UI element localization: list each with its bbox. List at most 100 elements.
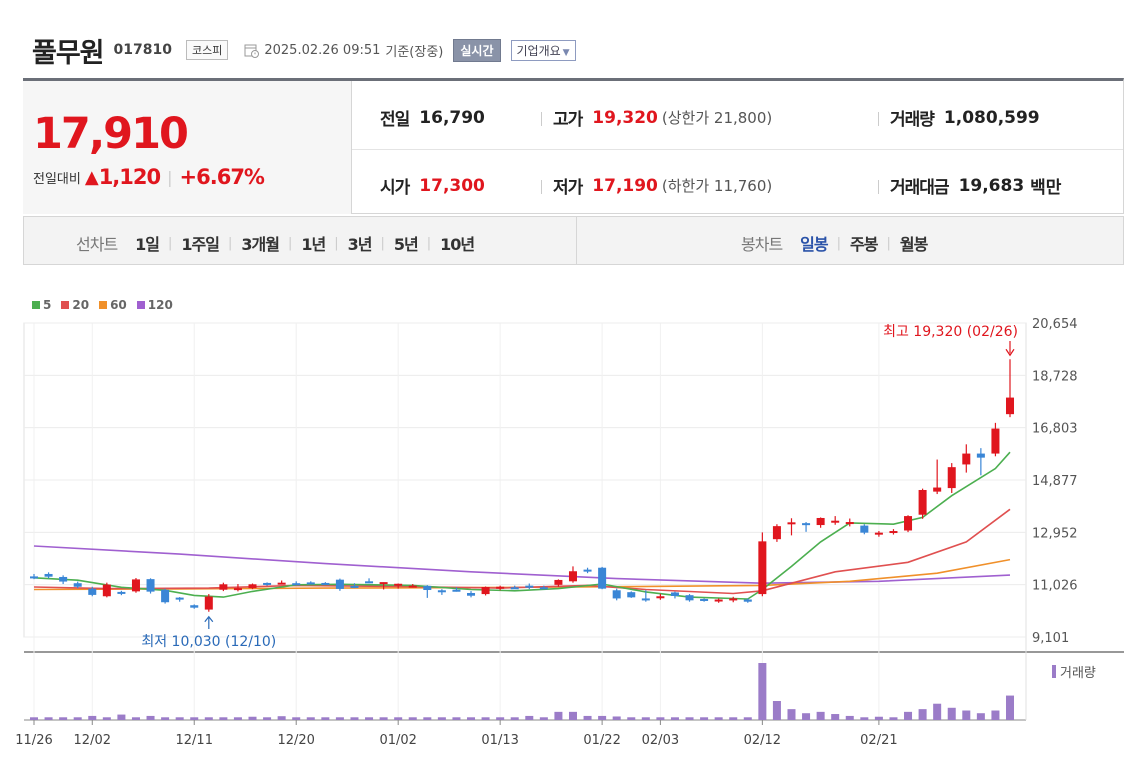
candle-body (437, 590, 446, 593)
candle-body (802, 523, 811, 526)
volume-bar (656, 717, 665, 720)
candle-body (933, 487, 942, 492)
volume-bar (787, 709, 796, 720)
divider (878, 112, 879, 126)
candle-body (452, 589, 461, 592)
line-chart-tabs: 선차트 1일 | 1주일 | 3개월 | 1년 | 3년 | 5년 | 10년 (76, 231, 475, 255)
volume-bar (947, 707, 956, 720)
volume-bar (59, 717, 68, 720)
company-info-label: 기업개요 (516, 43, 561, 58)
tab-3m[interactable]: 3개월 (241, 235, 280, 254)
prev-close-value: 16,790 (419, 107, 485, 128)
volume-bar (292, 717, 301, 720)
volume-bar (117, 714, 126, 720)
candle-body (29, 576, 39, 579)
candle-body (831, 520, 840, 523)
y-tick-label: 18,728 (1032, 369, 1078, 384)
tab-daily[interactable]: 일봉 (800, 235, 828, 254)
divider: | (167, 167, 173, 187)
volume-bar (146, 715, 155, 720)
volume-bar (277, 716, 286, 720)
candle-body (510, 587, 519, 590)
open-value: 17,300 (419, 175, 485, 196)
legend-swatch (136, 301, 145, 309)
volume-bar (44, 717, 53, 720)
candle-body (88, 588, 97, 595)
candle-body (729, 598, 738, 601)
volume-bar (700, 717, 709, 720)
volume-bar (991, 710, 1000, 720)
candle-body (991, 428, 1000, 454)
volume-bar (219, 717, 228, 720)
volume-legend-swatch (1052, 665, 1056, 678)
candle-body (306, 582, 315, 585)
tab-weekly[interactable]: 주봉 (850, 235, 878, 254)
legend-ma60: 60 (99, 298, 127, 312)
volume-bar (568, 711, 577, 720)
volume-bar (860, 717, 869, 720)
candle-body (394, 583, 403, 586)
low-value: 17,190 (592, 175, 658, 196)
volume-bar (685, 717, 694, 720)
timestamp: 2025.02.26 09:51 기준(장중) (244, 41, 443, 60)
change-percent: +6.67% (179, 165, 265, 189)
prev-close-label: 전일 (380, 110, 410, 130)
volume-bar (408, 717, 417, 720)
lower-limit: (하한가 11,760) (661, 177, 773, 195)
trade-value-amount: 19,683 (958, 175, 1025, 196)
candle-body (335, 579, 344, 589)
volume-bars (29, 663, 1015, 720)
candle-body (292, 583, 301, 586)
candle-body (598, 567, 607, 589)
candle-body (685, 595, 694, 601)
tab-monthly[interactable]: 월봉 (899, 235, 928, 254)
tab-1y[interactable]: 1년 (301, 235, 326, 254)
candle-body (365, 581, 374, 584)
volume-bar (831, 714, 840, 720)
candle-body (656, 596, 665, 599)
legend-swatch (99, 301, 108, 309)
volume: 거래량 1,080,599 (890, 105, 1040, 131)
tab-5y[interactable]: 5년 (393, 235, 419, 254)
x-tick-label: 02/12 (744, 733, 781, 748)
divider: | (168, 235, 173, 251)
open-label: 시가 (380, 178, 410, 198)
x-tick-label: 01/13 (481, 733, 518, 748)
volume-bar (467, 717, 476, 720)
x-tick-label: 12/20 (277, 733, 314, 748)
candle-body (350, 585, 359, 588)
tab-1d[interactable]: 1일 (135, 235, 160, 254)
candle-body (758, 541, 767, 595)
volume-label: 거래량 (890, 110, 935, 130)
candle-body (423, 585, 432, 591)
volume-bar (102, 717, 111, 720)
candle-body (889, 531, 898, 534)
tab-10y[interactable]: 10년 (440, 235, 475, 254)
candle-body (641, 598, 650, 601)
volume-bar (743, 717, 752, 720)
x-tick-label: 02/21 (860, 733, 897, 748)
y-tick-label: 9,101 (1032, 631, 1069, 646)
ma5-line (33, 451, 1011, 600)
realtime-button[interactable]: 실시간 (453, 38, 501, 62)
divider (541, 180, 542, 194)
tab-3y[interactable]: 3년 (347, 235, 373, 254)
candle-body (874, 532, 883, 535)
candle-body (743, 599, 752, 602)
chart-grid (23, 322, 1124, 725)
tab-1w[interactable]: 1주일 (181, 235, 220, 254)
volume-bar (481, 717, 490, 720)
volume-bar (918, 709, 927, 720)
change-row: 전일대비 ▲ 1,120 | +6.67% (33, 165, 265, 189)
x-tick-label: 02/03 (642, 733, 679, 748)
low-label: 저가 (553, 178, 583, 198)
divider (878, 180, 879, 194)
ma120-line (33, 545, 1011, 585)
annotations: 최고 19,320 (02/26) 최저 10,030 (12/10) 거래량 (141, 324, 1096, 681)
volume-bar (175, 717, 184, 720)
candle-body (860, 525, 869, 533)
company-info-dropdown[interactable]: 기업개요 ▼ (510, 39, 576, 61)
volume-bar (204, 717, 213, 720)
volume-bar (554, 711, 563, 720)
volume-bar (772, 701, 781, 720)
